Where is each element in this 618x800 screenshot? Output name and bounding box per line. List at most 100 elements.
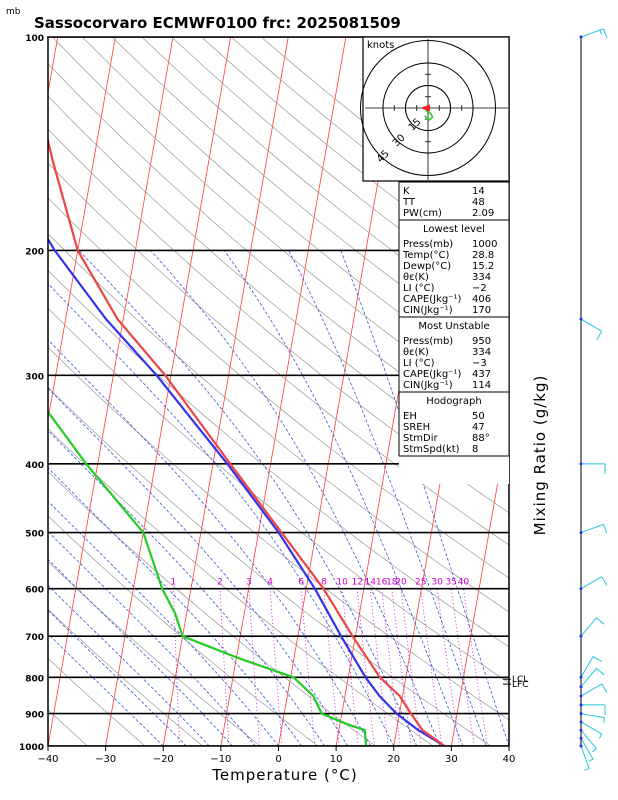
wind-barb-feather: [599, 29, 602, 36]
pressure-tick-label: 400: [25, 461, 44, 471]
dry-adiabat-line: [48, 270, 509, 648]
wind-barb-base: [579, 744, 583, 748]
index-value: 47: [472, 422, 485, 433]
wind-barb: [579, 462, 606, 474]
dry-adiabat-line: [48, 197, 509, 579]
dewpoint-profile-line: [48, 409, 368, 746]
hodograph-unit: knots: [367, 40, 394, 51]
index-value: 28.8: [472, 250, 494, 261]
index-value: 50: [472, 411, 485, 422]
pressure-tick-label: 600: [25, 586, 44, 596]
mixing-ratio-label: 25: [415, 578, 426, 588]
index-value: 2.09: [472, 208, 494, 219]
wind-barb-base: [579, 685, 583, 689]
dry-adiabat-line: [52, 37, 509, 422]
mixing-ratio-label: 30: [431, 578, 443, 588]
wind-barb-feather: [592, 656, 602, 662]
dry-adiabat-line: [48, 95, 509, 482]
index-label: TT: [402, 197, 416, 208]
index-label: StmDir: [403, 433, 438, 444]
pressure-tick-label: 1000: [19, 743, 44, 753]
temperature-tick-label: 10: [330, 754, 343, 765]
wind-barb-feather: [588, 758, 594, 762]
moist-adiabat-line: [48, 584, 210, 746]
index-value: 334: [472, 272, 491, 283]
wind-barb-base: [579, 587, 583, 591]
pressure-tick-label: 900: [25, 711, 44, 721]
mixing-ratio-label: 3: [246, 578, 252, 588]
wind-barb: [579, 744, 590, 771]
moist-adiabat-line: [48, 500, 279, 746]
index-label: LI (°C): [403, 358, 435, 369]
index-label: PW(cm): [403, 208, 442, 219]
mixing-ratio-line: [341, 588, 359, 746]
index-label: EH: [403, 411, 417, 422]
index-value: 88°: [472, 433, 490, 444]
isotherm-line: [508, 743, 509, 746]
index-value: 14: [472, 186, 485, 197]
wind-barb-staff: [580, 617, 597, 637]
dry-adiabat-line: [48, 346, 509, 721]
mixing-ratio-axis-label: Mixing Ratio (g/kg): [531, 375, 549, 536]
wind-barb-feather: [603, 717, 606, 723]
index-label: CAPE(Jkg⁻¹): [403, 294, 461, 305]
isotherm-line: [48, 37, 116, 422]
temperature-tick-label: −20: [153, 754, 174, 765]
isotherm-line: [105, 37, 232, 746]
mixing-ratio-label: 2: [217, 578, 223, 588]
index-label: Press(mb): [403, 336, 453, 347]
mixing-ratio-line: [323, 588, 340, 746]
temperature-tick-label: 0: [275, 754, 281, 765]
wind-barb-base: [579, 712, 583, 716]
isotherm-line: [450, 416, 509, 746]
moist-adiabat-line: [48, 339, 372, 746]
wind-barb-staff: [580, 745, 590, 769]
x-axis-label: Temperature (°C): [211, 766, 357, 784]
moist-adiabat-line: [78, 250, 418, 746]
wind-barb-staff: [580, 737, 594, 760]
mixing-ratio-line: [381, 588, 401, 746]
wind-barb-feather: [596, 617, 605, 625]
index-label: K: [403, 186, 410, 197]
wind-barb: [579, 28, 608, 39]
wind-barb: [579, 703, 606, 715]
wind-barb-staff: [580, 576, 603, 590]
wind-barb: [579, 712, 606, 723]
level-marker-label: LFC: [512, 680, 528, 690]
dry-adiabat-line: [48, 307, 509, 684]
mixing-ratio-line: [173, 588, 181, 746]
mixing-ratio-line: [391, 588, 412, 746]
index-label: Press(mb): [403, 239, 453, 250]
wind-barb-feather: [596, 667, 605, 676]
hodograph-frame: [362, 36, 510, 182]
index-label: SREH: [403, 422, 430, 433]
wind-barb-base: [579, 634, 583, 638]
wind-barb-staff: [580, 318, 603, 332]
index-value: 437: [472, 369, 491, 380]
index-value: 406: [472, 294, 491, 305]
temperature-tick-label: 30: [445, 754, 458, 765]
mixing-ratio-label: 4: [267, 578, 273, 588]
index-label: LI (°C): [403, 283, 435, 294]
wind-barb: [579, 523, 608, 535]
wind-barb-feather: [598, 733, 603, 739]
mixing-ratio-label: 8: [321, 578, 327, 588]
wind-barb: [579, 728, 597, 753]
pressure-tick-label: 700: [25, 633, 44, 643]
mixing-ratio-line: [219, 588, 230, 746]
wind-barb: [579, 736, 594, 762]
mixing-ratio-line: [369, 588, 389, 746]
wind-barb-base: [579, 317, 583, 321]
pressure-tick-label: 100: [25, 34, 44, 44]
level-marker-label: LCL: [512, 675, 528, 685]
index-value: 15.2: [472, 261, 494, 272]
index-value: 950: [472, 336, 491, 347]
mixing-ratio-line: [420, 588, 443, 746]
wind-barb-feather: [592, 748, 597, 753]
wind-barb: [579, 317, 603, 341]
wind-barb-feather: [601, 683, 608, 693]
index-value: −3: [472, 358, 487, 369]
pressure-tick-label: 200: [25, 247, 44, 257]
